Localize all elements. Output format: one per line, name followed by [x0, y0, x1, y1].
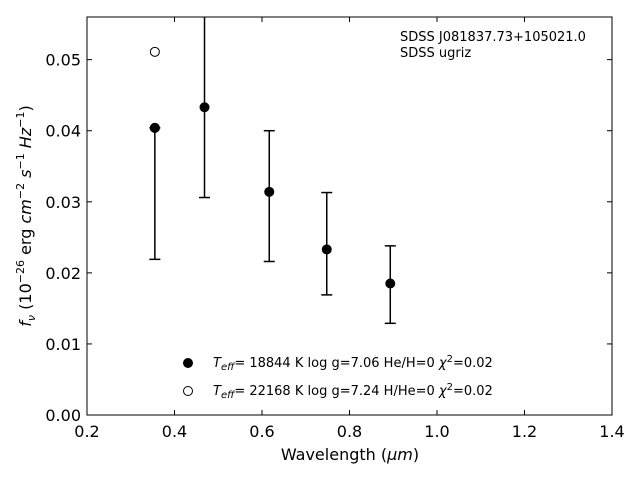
observed-point	[199, 102, 210, 113]
x-tick-label: 0.6	[249, 422, 274, 441]
legend-marker-filled	[183, 358, 193, 368]
observed-point	[321, 244, 332, 255]
legend-marker-open	[183, 386, 193, 396]
x-tick-label: 1.2	[512, 422, 537, 441]
observed-point	[264, 186, 275, 197]
y-tick-label: 0.02	[45, 264, 81, 283]
x-tick-label: 1.4	[599, 422, 624, 441]
x-tick-label: 1.0	[424, 422, 449, 441]
annotation-object-name: SDSS J081837.73+105021.0	[400, 30, 586, 45]
y-tick-label: 0.03	[45, 193, 81, 212]
model-point-open	[149, 46, 160, 57]
y-tick-label: 0.05	[45, 51, 81, 70]
y-axis-label: fν (10−26 erg cm−2 s−1 Hz−1)	[14, 105, 38, 326]
x-axis-label: Wavelength (μm)	[281, 445, 419, 464]
plot-area	[149, 17, 396, 325]
model-point-filled	[149, 122, 160, 133]
x-tick-label: 0.4	[162, 422, 187, 441]
x-axis: 0.2 0.4 0.6 0.8 1.0 1.2 1.4	[74, 17, 625, 441]
x-tick-label: 0.2	[74, 422, 99, 441]
y-tick-label: 0.04	[45, 122, 81, 141]
annotation-filter-set: SDSS ugriz	[400, 46, 471, 61]
legend-entry-filled: Teff= 18844 K log g=7.06 He/H=0 χ2=0.02	[213, 354, 493, 373]
x-tick-label: 0.8	[337, 422, 362, 441]
y-tick-label: 0.00	[45, 406, 81, 425]
y-axis: 0.00 0.01 0.02 0.03 0.04 0.05	[45, 51, 612, 425]
observed-point	[385, 278, 396, 289]
y-tick-label: 0.01	[45, 335, 81, 354]
legend: Teff= 18844 K log g=7.06 He/H=0 χ2=0.02 …	[183, 354, 493, 401]
legend-entry-open: Teff= 22168 K log g=7.24 H/He=0 χ2=0.02	[213, 382, 493, 401]
